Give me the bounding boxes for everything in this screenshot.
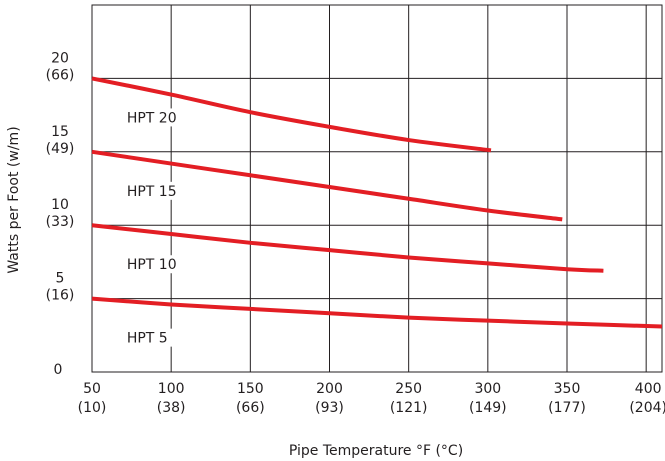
- y-tick-label-5: 5: [56, 271, 65, 287]
- x-tick-label-50: 50: [83, 381, 101, 397]
- y-tick-label-10: 10: [51, 197, 69, 213]
- x-tick-label-200: 200: [316, 381, 343, 397]
- series-label-bg-hpt-5: [124, 328, 177, 347]
- series-label-hpt-15: HPT 15: [127, 184, 177, 200]
- y-tick-label-15: 15: [51, 124, 69, 140]
- x-tick-sublabel-250: (121): [390, 400, 428, 416]
- y-tick-sublabel-10: (33): [46, 214, 75, 230]
- series-label-hpt-5: HPT 5: [127, 331, 168, 347]
- x-axis-ticks: 50 (10) 100 (38) 150 (66) 200 (93) 250 (121) 300 (1…: [78, 381, 665, 416]
- x-tick-sublabel-300: (149): [469, 400, 507, 416]
- series-line-hpt-20: [91, 76, 492, 153]
- y-tick-sublabel-15: (49): [46, 141, 75, 157]
- series-label-bg-hpt-10: [124, 255, 177, 274]
- x-tick-label-300: 300: [474, 381, 501, 397]
- x-tick-label-250: 250: [395, 381, 422, 397]
- series-label-hpt-10: HPT 10: [127, 257, 177, 273]
- x-tick-label-350: 350: [554, 381, 581, 397]
- series-label-bg-hpt-20: [124, 108, 177, 127]
- x-tick-label-400: 400: [635, 381, 662, 397]
- x-tick-sublabel-400: (204): [629, 400, 665, 416]
- x-tick-sublabel-50: (10): [78, 400, 107, 416]
- x-tick-sublabel-100: (38): [157, 400, 186, 416]
- x-tick-sublabel-200: (93): [315, 400, 344, 416]
- y-axis-ticks: 0 5(16) 10(33) 15(49) 20(66): [46, 50, 75, 378]
- x-tick-label-150: 150: [237, 381, 264, 397]
- series-line-hpt-10: [91, 223, 604, 273]
- y-tick-label-0: 0: [54, 362, 63, 378]
- plot-frame: [91, 4, 663, 373]
- y-tick-sublabel-5: (16): [46, 288, 75, 304]
- x-tick-sublabel-150: (66): [236, 400, 265, 416]
- x-tick-sublabel-350: (177): [548, 400, 586, 416]
- y-tick-sublabel-20: (66): [46, 67, 75, 83]
- series-label-bg-hpt-15: [124, 181, 177, 200]
- series-line-hpt-15: [91, 149, 563, 222]
- series-line-hpt-5: [91, 296, 663, 329]
- y-tick-label-20: 20: [51, 50, 69, 66]
- y-axis-label: Watts per Foot (w/m): [6, 126, 22, 273]
- x-tick-label-100: 100: [158, 381, 185, 397]
- series-lines: [91, 76, 663, 329]
- series-label-hpt-20: HPT 20: [127, 110, 177, 126]
- x-axis-label: Pipe Temperature °F (°C): [289, 443, 463, 459]
- grid: [91, 4, 663, 373]
- series-labels: HPT 20 HPT 15 HPT 10 HPT 5: [124, 108, 177, 347]
